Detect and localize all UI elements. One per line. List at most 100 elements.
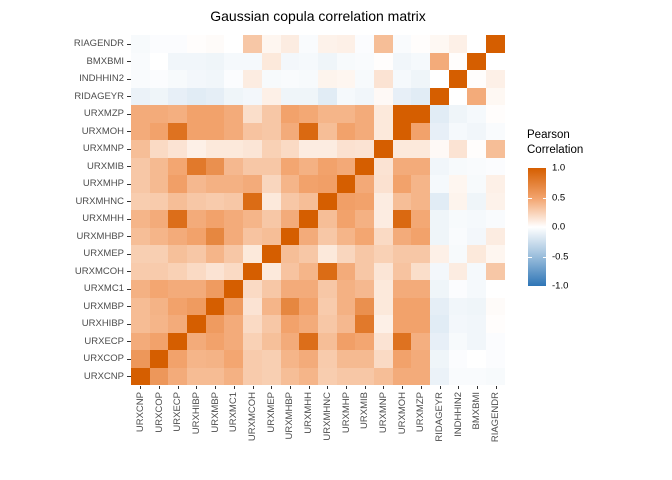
heatmap-cell (187, 105, 206, 123)
heatmap-cell (392, 350, 412, 368)
heatmap-cell (224, 192, 244, 210)
heatmap-cell (224, 122, 244, 140)
heatmap-cell (467, 280, 487, 298)
heatmap-cell (448, 297, 468, 315)
heatmap-cell (392, 175, 412, 193)
heatmap-cell (280, 262, 300, 280)
heatmap-cell (317, 87, 337, 105)
heatmap-cell (280, 87, 300, 105)
heatmap-cell (299, 332, 318, 350)
y-axis-tick (127, 43, 131, 45)
heatmap-cell (187, 87, 206, 105)
heatmap-cell (168, 315, 188, 333)
heatmap-cell (131, 157, 150, 175)
heatmap-cell (187, 192, 206, 210)
heatmap-cell (467, 70, 487, 88)
heatmap-cell (168, 140, 188, 158)
heatmap-cell (430, 227, 449, 245)
heatmap-cell (149, 227, 169, 245)
heatmap-cell (243, 262, 262, 280)
heatmap-cell (411, 332, 430, 350)
heatmap-cell (467, 192, 487, 210)
heatmap-cell (336, 175, 356, 193)
heatmap-cell (486, 52, 505, 70)
y-axis-tick (127, 288, 131, 290)
heatmap-cell (430, 210, 449, 228)
y-axis-tick (127, 358, 131, 360)
heatmap-cell (224, 52, 244, 70)
heatmap-cell (392, 227, 412, 245)
heatmap-cell (317, 297, 337, 315)
heatmap-cell (261, 315, 281, 333)
heatmap-cell (261, 262, 281, 280)
x-axis-label: URXMIB (359, 392, 371, 429)
heatmap-cell (448, 280, 468, 298)
heatmap-cell (373, 35, 393, 53)
heatmap-cell (317, 350, 337, 368)
heatmap-cell (411, 192, 430, 210)
heatmap-cell (131, 175, 150, 193)
heatmap-cell (187, 35, 206, 53)
heatmap-cell (317, 157, 337, 175)
heatmap-cell (168, 122, 188, 140)
heatmap-cell (448, 367, 468, 385)
heatmap-cell (317, 192, 337, 210)
heatmap-cell (467, 245, 487, 263)
heatmap-cell (149, 87, 169, 105)
heatmap-cell (261, 140, 281, 158)
heatmap-cell (168, 297, 188, 315)
heatmap-cell (299, 350, 318, 368)
heatmap-cell (317, 210, 337, 228)
heatmap-cell (168, 245, 188, 263)
heatmap-cell (392, 332, 412, 350)
heatmap-cell (430, 87, 449, 105)
heatmap-cell (280, 192, 300, 210)
heatmap-cell (430, 52, 449, 70)
heatmap-cell (168, 192, 188, 210)
heatmap-cell (243, 210, 262, 228)
heatmap-cell (280, 280, 300, 298)
heatmap-cell (430, 122, 449, 140)
heatmap-cell (187, 210, 206, 228)
heatmap-cell (392, 280, 412, 298)
x-axis-tick (420, 385, 422, 389)
heatmap-cell (168, 70, 188, 88)
heatmap-cell (411, 105, 430, 123)
y-axis-label: URXHIBP (81, 318, 124, 329)
heatmap-cell (243, 105, 262, 123)
x-axis-tick (495, 385, 497, 389)
heatmap-cell (131, 105, 150, 123)
heatmap-cell (187, 297, 206, 315)
heatmap-cell (205, 35, 225, 53)
heatmap-cell (299, 140, 318, 158)
heatmap-cell (392, 105, 412, 123)
heatmap-cell (280, 210, 300, 228)
heatmap-cell (430, 332, 449, 350)
heatmap-cell (149, 245, 169, 263)
heatmap-cell (205, 140, 225, 158)
heatmap-cell (392, 297, 412, 315)
heatmap-cell (224, 210, 244, 228)
heatmap-cell (430, 280, 449, 298)
heatmap-cell (243, 52, 262, 70)
heatmap-cell (149, 175, 169, 193)
heatmap-cell (448, 175, 468, 193)
heatmap-cell (187, 122, 206, 140)
heatmap-cell (299, 87, 318, 105)
heatmap-cell (467, 175, 487, 193)
heatmap-cell (336, 297, 356, 315)
heatmap-cell (261, 192, 281, 210)
heatmap-cell (392, 157, 412, 175)
heatmap-cell (411, 52, 430, 70)
heatmap-cell (149, 70, 169, 88)
heatmap-cell (467, 105, 487, 123)
heatmap-cell (187, 245, 206, 263)
heatmap-cell (131, 350, 150, 368)
heatmap-cell (411, 227, 430, 245)
heatmap-cell (355, 87, 374, 105)
heatmap-cell (317, 280, 337, 298)
heatmap-cell (373, 87, 393, 105)
x-axis-tick (439, 385, 441, 389)
heatmap-cell (355, 70, 374, 88)
x-axis-label: URXMHP (340, 392, 352, 434)
